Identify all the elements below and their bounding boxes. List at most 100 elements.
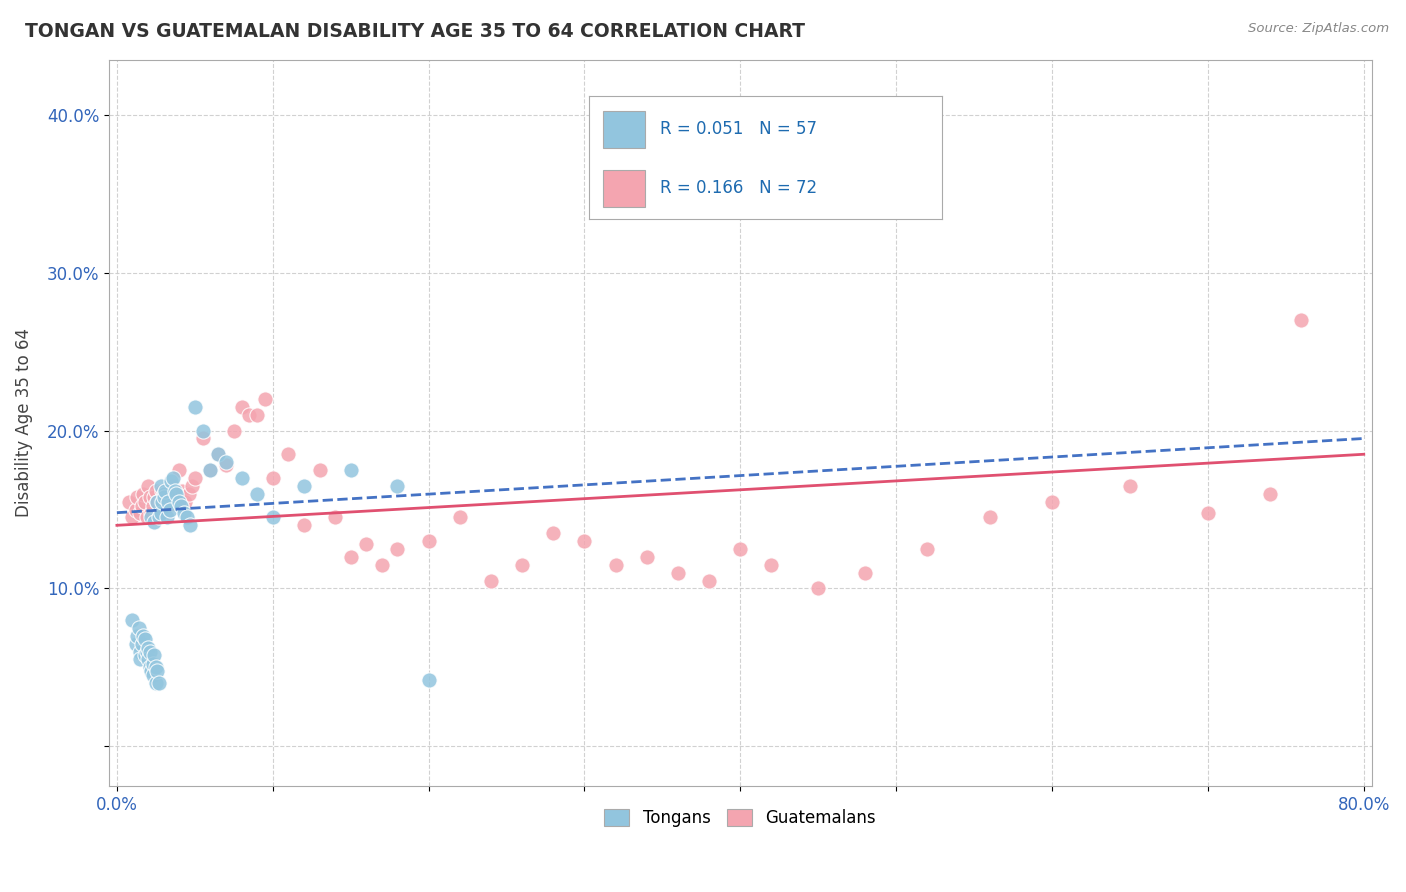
Point [200,463,222,477]
Point [191,432,214,446]
Point [697,574,720,588]
Point [145,676,167,690]
Point [146,494,169,508]
Point [131,500,153,514]
Point [177,487,200,501]
Point [142,668,165,682]
Point [231,400,253,414]
Point [387,479,409,493]
Point [143,490,166,504]
Point [159,490,181,504]
Point [1197,506,1219,520]
Point [574,534,596,549]
Point [449,510,471,524]
Point [134,648,156,662]
Point [179,518,201,533]
Point [180,479,202,493]
Point [807,582,830,596]
Point [174,494,197,508]
Point [605,558,627,572]
Point [127,629,149,643]
Point [142,657,165,672]
Point [173,506,195,520]
Point [124,502,146,516]
Point [387,541,409,556]
Point [141,664,163,678]
Legend: Tongans, Guatemalans: Tongans, Guatemalans [596,801,884,836]
Point [134,632,156,646]
Point [172,483,194,498]
Point [165,487,187,501]
Point [136,652,159,666]
Point [150,483,173,498]
Point [170,500,193,514]
Point [121,613,143,627]
Point [339,549,361,564]
Point [121,510,143,524]
Point [135,510,157,524]
Point [262,471,284,485]
Point [184,471,207,485]
Point [128,621,150,635]
Point [150,494,173,508]
Point [207,447,229,461]
Point [155,483,177,498]
Point [207,447,229,461]
Point [135,644,157,658]
Point [148,506,170,520]
Point [156,510,179,524]
Point [160,474,183,488]
Point [136,479,159,493]
Point [191,424,214,438]
Point [853,566,876,580]
Text: Source: ZipAtlas.com: Source: ZipAtlas.com [1249,22,1389,36]
Point [129,644,152,658]
Point [510,558,533,572]
Point [730,541,752,556]
Point [157,500,180,514]
Point [165,490,187,504]
Point [253,392,276,406]
Point [127,490,149,504]
Point [167,494,190,508]
Point [131,637,153,651]
Point [292,479,315,493]
Text: TONGAN VS GUATEMALAN DISABILITY AGE 35 TO 64 CORRELATION CHART: TONGAN VS GUATEMALAN DISABILITY AGE 35 T… [25,22,806,41]
Point [323,510,346,524]
Point [149,494,172,508]
Point [143,515,166,529]
Point [148,510,170,524]
Point [761,558,783,572]
Point [231,471,253,485]
Point [176,510,198,524]
Point [371,558,394,572]
Point [152,490,174,504]
Point [479,574,502,588]
Point [145,483,167,498]
Point [157,494,180,508]
Point [636,549,658,564]
Point [1040,494,1063,508]
Point [167,463,190,477]
Point [132,487,155,501]
Point [152,487,174,501]
Point [136,641,159,656]
Point [149,479,172,493]
Point [118,494,141,508]
Point [238,408,260,422]
Point [162,471,184,485]
Point [156,494,179,508]
Point [917,541,939,556]
Point [262,510,284,524]
Point [418,534,440,549]
Point [152,487,174,501]
Point [159,502,181,516]
Point [979,510,1001,524]
Point [142,500,165,514]
Point [134,494,156,508]
Point [145,660,167,674]
Point [339,463,361,477]
Point [1119,479,1142,493]
Point [143,648,166,662]
Point [277,447,299,461]
